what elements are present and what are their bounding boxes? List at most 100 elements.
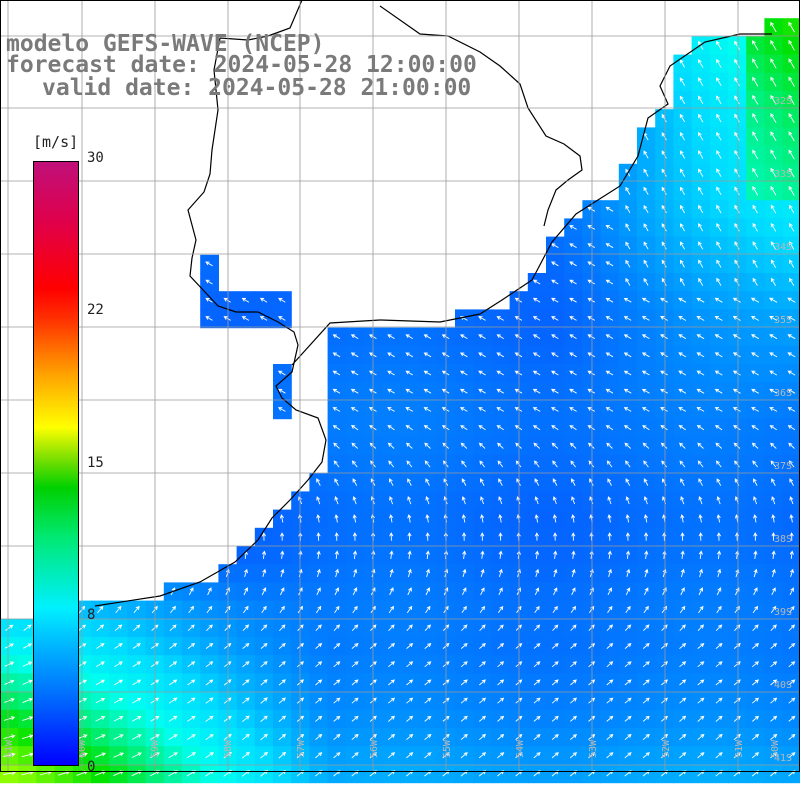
wind-arrow xyxy=(607,496,612,505)
wind-arrow xyxy=(569,407,577,412)
wind-arrow xyxy=(716,168,722,177)
wind-arrow xyxy=(241,316,250,321)
wind-arrow xyxy=(479,624,486,632)
wind-arrow xyxy=(643,277,649,286)
wind-arrow xyxy=(279,605,285,614)
wind-arrow xyxy=(770,697,778,704)
wind-arrow xyxy=(571,587,576,596)
wind-arrow xyxy=(351,442,359,449)
wind-arrow xyxy=(770,76,777,87)
wind-arrow xyxy=(788,697,796,704)
wind-arrow xyxy=(698,277,704,286)
lon-label: 52W xyxy=(661,739,672,758)
wind-arrow xyxy=(696,352,705,358)
wind-arrow xyxy=(96,643,105,649)
wind-arrow xyxy=(334,532,339,541)
wind-arrow xyxy=(679,697,687,704)
field-cell xyxy=(782,418,800,438)
wind-arrow xyxy=(587,316,596,321)
wind-arrow xyxy=(23,643,33,649)
wind-arrow xyxy=(716,259,722,268)
wind-arrow xyxy=(113,752,124,758)
wind-arrow xyxy=(662,532,667,541)
wind-arrow xyxy=(769,352,778,358)
wind-arrow xyxy=(496,388,505,394)
wind-arrow xyxy=(644,550,649,559)
wind-arrow xyxy=(734,186,740,196)
wind-arrow xyxy=(716,150,722,159)
wind-arrow xyxy=(569,425,577,431)
wind-arrow xyxy=(732,352,741,358)
wind-arrow xyxy=(316,478,321,486)
wind-arrow xyxy=(587,352,596,358)
wind-arrow xyxy=(589,532,594,541)
wind-arrow xyxy=(623,407,632,412)
wind-arrow xyxy=(551,279,559,285)
wind-arrow xyxy=(607,587,612,596)
wind-arrow xyxy=(533,697,541,704)
wind-arrow xyxy=(534,460,540,468)
wind-arrow xyxy=(407,568,412,578)
wind-arrow xyxy=(334,495,339,505)
wind-arrow xyxy=(678,352,687,358)
colorbar xyxy=(33,161,79,766)
wind-arrow xyxy=(534,605,540,614)
wind-arrow xyxy=(788,642,796,649)
wind-arrow xyxy=(788,112,795,124)
wind-arrow xyxy=(751,370,759,376)
wind-arrow xyxy=(242,733,250,741)
wind-arrow xyxy=(625,605,631,614)
wind-arrow xyxy=(660,334,668,340)
wind-arrow xyxy=(769,407,778,412)
wind-arrow xyxy=(259,297,268,303)
lat-lon-grid xyxy=(0,0,800,772)
wind-arrow xyxy=(734,277,740,286)
wind-arrow xyxy=(734,113,740,123)
wind-arrow xyxy=(788,39,795,51)
wind-arrow xyxy=(697,460,704,468)
wind-arrow xyxy=(678,388,687,394)
wind-arrow xyxy=(625,514,630,523)
wind-arrow xyxy=(406,715,414,722)
wind-arrow xyxy=(278,297,286,303)
wind-arrow xyxy=(259,316,268,321)
wind-arrow xyxy=(678,407,687,412)
wind-arrow xyxy=(387,733,396,741)
wind-arrow xyxy=(278,697,286,704)
wind-arrow xyxy=(334,550,339,559)
wind-arrow xyxy=(97,605,104,614)
wind-arrow xyxy=(424,442,431,449)
wind-arrow xyxy=(625,532,630,541)
wind-arrow xyxy=(478,442,486,449)
wind-arrow xyxy=(168,679,178,686)
wind-arrow xyxy=(787,352,796,358)
wind-arrow xyxy=(643,259,649,268)
wind-arrow xyxy=(333,624,341,632)
wind-arrow xyxy=(387,370,395,376)
wind-arrow xyxy=(698,587,704,596)
wind-arrow xyxy=(698,496,703,505)
wind-arrow xyxy=(551,643,559,649)
wind-arrow xyxy=(132,697,142,704)
wind-arrow xyxy=(532,279,541,285)
wind-arrow xyxy=(187,643,196,649)
wind-arrow xyxy=(789,241,795,250)
wind-arrow xyxy=(734,58,740,69)
wind-arrow xyxy=(753,550,758,559)
wind-arrow xyxy=(479,661,486,668)
wind-arrow xyxy=(351,624,359,632)
wind-arrow xyxy=(114,679,124,686)
wind-arrow xyxy=(22,716,34,722)
wind-arrow xyxy=(478,752,487,759)
wind-arrow xyxy=(716,77,722,87)
wind-arrow xyxy=(641,297,650,303)
wind-arrow xyxy=(262,568,267,578)
wind-arrow xyxy=(551,697,559,704)
wind-arrow xyxy=(423,370,432,376)
wind-arrow xyxy=(407,514,412,523)
wind-arrow xyxy=(734,259,740,268)
wind-arrow xyxy=(661,150,667,159)
wind-arrow xyxy=(114,624,123,632)
wind-arrow xyxy=(131,752,142,759)
wind-arrow xyxy=(351,715,359,722)
